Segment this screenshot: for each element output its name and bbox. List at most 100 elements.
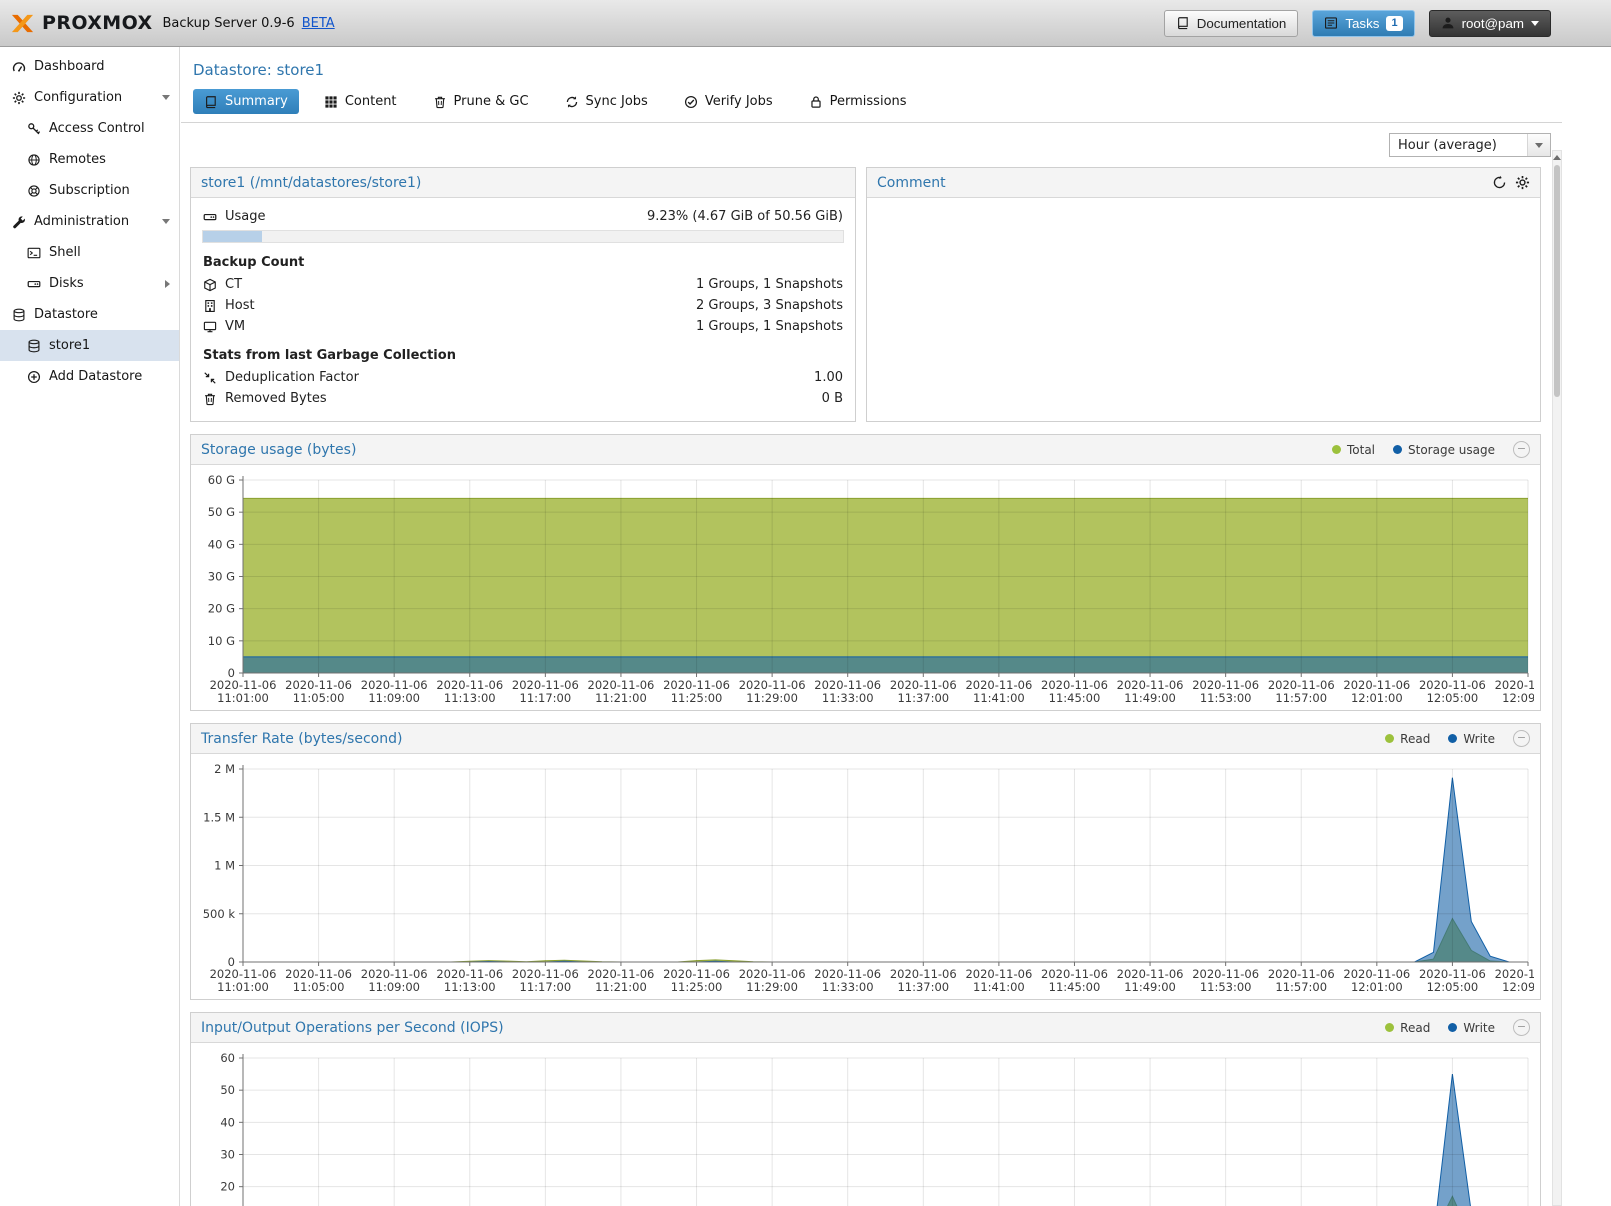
svg-text:2020-11-06: 2020-11-06 xyxy=(210,967,277,981)
time-range-select[interactable]: Hour (average) xyxy=(1389,133,1551,157)
documentation-label: Documentation xyxy=(1197,16,1287,31)
sidebar-item-administration[interactable]: Administration xyxy=(0,206,179,237)
usage-progress-fill xyxy=(203,231,262,242)
legend-item-total[interactable]: Total xyxy=(1332,443,1375,457)
product-subtitle: Backup Server 0.9-6 xyxy=(163,16,295,31)
legend-item-read[interactable]: Read xyxy=(1385,732,1430,746)
svg-text:11:49:00: 11:49:00 xyxy=(1124,691,1176,705)
legend-label: Write xyxy=(1463,1021,1495,1035)
svg-text:11:21:00: 11:21:00 xyxy=(595,691,647,705)
chevron-down-icon[interactable] xyxy=(162,219,170,224)
sidebar-item-access-control[interactable]: Access Control xyxy=(0,113,179,144)
sidebar-item-shell[interactable]: Shell xyxy=(0,237,179,268)
svg-text:12:05:00: 12:05:00 xyxy=(1427,691,1479,705)
sidebar-item-label: Administration xyxy=(34,214,129,229)
status-row-host: Host2 Groups, 3 Snapshots xyxy=(202,295,844,316)
summary-toolbar: Hour (average) xyxy=(181,123,1562,166)
tab-label: Permissions xyxy=(830,94,907,109)
svg-text:2020-11-06: 2020-11-06 xyxy=(588,967,655,981)
sidebar-item-configuration[interactable]: Configuration xyxy=(0,82,179,113)
chevron-right-icon[interactable] xyxy=(165,280,170,288)
svg-text:11:05:00: 11:05:00 xyxy=(293,691,345,705)
scroll-up-button[interactable] xyxy=(1553,151,1561,163)
tab-verify-jobs[interactable]: Verify Jobs xyxy=(673,89,784,114)
chevron-down-icon[interactable] xyxy=(1527,134,1550,156)
svg-text:2020-11-06: 2020-11-06 xyxy=(1419,967,1486,981)
legend-dot xyxy=(1393,445,1402,454)
tab-content[interactable]: Content xyxy=(313,89,408,114)
legend-item-read[interactable]: Read xyxy=(1385,1021,1430,1035)
svg-text:2020-11-06: 2020-11-06 xyxy=(890,678,957,692)
circle-arrow-icon[interactable] xyxy=(1492,175,1507,190)
sidebar-item-label: Dashboard xyxy=(34,59,105,74)
svg-text:11:25:00: 11:25:00 xyxy=(671,691,723,705)
collapse-icon[interactable]: − xyxy=(1513,730,1530,747)
chevron-down-icon xyxy=(1531,21,1539,26)
legend-item-write[interactable]: Write xyxy=(1448,732,1495,746)
tasks-button[interactable]: Tasks 1 xyxy=(1312,10,1414,37)
svg-text:2020-11-06: 2020-11-06 xyxy=(1117,967,1184,981)
beta-link[interactable]: BETA xyxy=(302,16,335,31)
svg-text:2020-11-06: 2020-11-06 xyxy=(1268,967,1335,981)
chevron-down-icon[interactable] xyxy=(162,95,170,100)
panel-header: Storage usage (bytes) TotalStorage usage… xyxy=(191,435,1540,465)
sidebar-item-remotes[interactable]: Remotes xyxy=(0,144,179,175)
content-area: store1 (/mnt/datastores/store1) Usage 9.… xyxy=(181,166,1562,1206)
svg-text:11:41:00: 11:41:00 xyxy=(973,691,1025,705)
svg-text:11:29:00: 11:29:00 xyxy=(746,980,798,994)
svg-text:12:09:00: 12:09:00 xyxy=(1502,691,1534,705)
legend-item-storage-usage[interactable]: Storage usage xyxy=(1393,443,1495,457)
svg-text:11:17:00: 11:17:00 xyxy=(520,980,572,994)
datastore-status-panel: store1 (/mnt/datastores/store1) Usage 9.… xyxy=(190,167,856,422)
svg-text:2020-11-06: 2020-11-06 xyxy=(663,678,730,692)
row-label: VM xyxy=(225,319,245,334)
legend-item-write[interactable]: Write xyxy=(1448,1021,1495,1035)
svg-text:2020-11-06: 2020-11-06 xyxy=(1495,678,1534,692)
panel-title: store1 (/mnt/datastores/store1) xyxy=(201,175,421,191)
gear-icon[interactable] xyxy=(1515,175,1530,190)
tab-permissions[interactable]: Permissions xyxy=(798,89,918,114)
database-icon xyxy=(12,308,26,322)
svg-text:11:33:00: 11:33:00 xyxy=(822,691,874,705)
sidebar-item-datastore[interactable]: Datastore xyxy=(0,299,179,330)
svg-text:11:09:00: 11:09:00 xyxy=(368,691,420,705)
svg-text:11:53:00: 11:53:00 xyxy=(1200,980,1252,994)
svg-text:2020-11-06: 2020-11-06 xyxy=(1041,967,1108,981)
terminal-icon xyxy=(27,246,41,260)
globe-icon xyxy=(27,153,41,167)
sidebar-item-add-datastore[interactable]: Add Datastore xyxy=(0,361,179,392)
usage-label-group: Usage xyxy=(203,209,266,224)
svg-text:2 M: 2 M xyxy=(214,762,235,776)
sidebar-item-dashboard[interactable]: Dashboard xyxy=(0,51,179,82)
status-row-vm: VM1 Groups, 1 Snapshots xyxy=(202,316,844,337)
vertical-scrollbar[interactable] xyxy=(1552,150,1562,1206)
chart-title: Transfer Rate (bytes/second) xyxy=(201,731,402,747)
svg-text:2020-11-06: 2020-11-06 xyxy=(739,678,806,692)
tab-prune-gc[interactable]: Prune & GC xyxy=(422,89,540,114)
legend-dot xyxy=(1332,445,1341,454)
sidebar-item-subscription[interactable]: Subscription xyxy=(0,175,179,206)
user-menu-button[interactable]: root@pam xyxy=(1429,10,1551,37)
legend-label: Read xyxy=(1400,732,1430,746)
svg-text:2020-11-06: 2020-11-06 xyxy=(814,967,881,981)
svg-text:11:49:00: 11:49:00 xyxy=(1124,980,1176,994)
row-label: Host xyxy=(225,298,255,313)
tab-sync-jobs[interactable]: Sync Jobs xyxy=(554,89,659,114)
collapse-icon[interactable]: − xyxy=(1513,441,1530,458)
sidebar-item-disks[interactable]: Disks xyxy=(0,268,179,299)
scrollbar-thumb[interactable] xyxy=(1554,165,1560,397)
tab-summary[interactable]: Summary xyxy=(193,89,299,114)
key-icon xyxy=(27,122,41,136)
top-bar: PROXMOX Backup Server 0.9-6 BETA Documen… xyxy=(0,0,1611,47)
documentation-button[interactable]: Documentation xyxy=(1164,10,1299,37)
sidebar-item-store1[interactable]: store1 xyxy=(0,330,179,361)
svg-text:11:05:00: 11:05:00 xyxy=(293,980,345,994)
svg-text:2020-11-06: 2020-11-06 xyxy=(890,967,957,981)
row-value: 0 B xyxy=(822,391,843,406)
panel-header: Comment xyxy=(867,168,1540,198)
svg-text:20 G: 20 G xyxy=(208,602,235,616)
svg-text:11:25:00: 11:25:00 xyxy=(671,980,723,994)
collapse-icon[interactable]: − xyxy=(1513,1019,1530,1036)
tab-label: Prune & GC xyxy=(454,94,529,109)
svg-text:12:01:00: 12:01:00 xyxy=(1351,980,1403,994)
